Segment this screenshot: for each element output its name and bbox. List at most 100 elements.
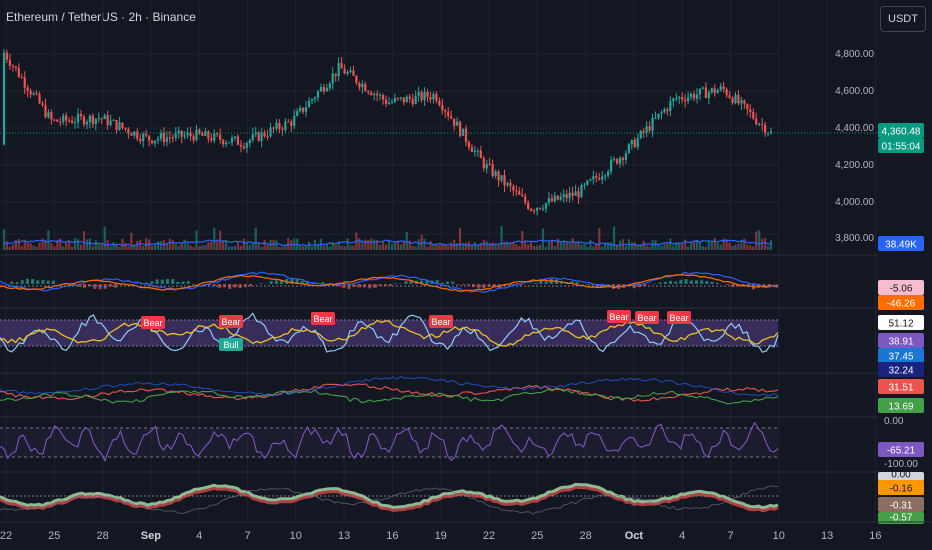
candle: [438, 97, 441, 107]
macd-histogram-bar: [508, 284, 512, 286]
volume-bar: [278, 246, 281, 250]
volume-bar: [607, 242, 610, 250]
candle: [764, 121, 767, 137]
candle-body: [544, 203, 548, 209]
candle-body: [242, 146, 245, 149]
candle-body: [488, 163, 491, 165]
candle-body: [681, 97, 684, 100]
macd-histogram-bar: [165, 279, 169, 284]
candle-body: [20, 76, 23, 78]
candle-body: [737, 95, 740, 104]
candle-body: [186, 132, 189, 136]
candle: [494, 169, 497, 179]
macd-histogram-bar: [643, 284, 647, 287]
candle-body: [340, 63, 343, 69]
candle: [740, 97, 743, 110]
candle: [589, 178, 592, 182]
candle-body: [559, 196, 562, 200]
volume-bar: [541, 228, 545, 250]
current-price-tag: 4,360.48: [878, 123, 924, 138]
volume-bar: [500, 226, 503, 250]
candle: [610, 156, 613, 175]
volume-bar: [79, 244, 83, 250]
volume-bar: [574, 242, 577, 250]
currency-selector-button[interactable]: USDT: [880, 6, 926, 32]
candle-body: [355, 75, 358, 83]
value-tag-box: [878, 280, 924, 295]
candle-body: [639, 130, 642, 139]
candle-body: [100, 118, 103, 120]
candle: [604, 174, 607, 181]
volume-bar: [438, 244, 441, 250]
volume-bar: [156, 241, 160, 250]
candle: [142, 131, 145, 148]
candle-body: [562, 194, 565, 197]
volume-bar: [192, 246, 195, 250]
candle-body: [251, 134, 254, 141]
candle: [630, 139, 633, 150]
candle: [100, 117, 103, 125]
macd-histogram-bar: [586, 284, 590, 285]
macd-histogram-bar: [451, 281, 455, 284]
volume-bar: [636, 244, 639, 250]
candle: [675, 92, 678, 102]
candle: [390, 98, 394, 105]
macd-histogram-bar: [482, 284, 486, 289]
volume-bar: [325, 243, 328, 250]
macd-histogram-bar: [534, 283, 538, 284]
volume-bar: [239, 245, 243, 250]
bear-signal-label: Bear: [429, 315, 453, 328]
candle: [752, 108, 755, 120]
candle: [47, 108, 50, 119]
candle-body: [370, 92, 373, 96]
candle: [352, 65, 355, 76]
williams-r-line: [0, 421, 779, 463]
volume-bar: [476, 245, 479, 250]
volume-bar: [456, 243, 459, 250]
candle-body: [325, 87, 328, 92]
candle: [165, 131, 168, 147]
value-tag-box: [878, 497, 924, 512]
candle: [722, 81, 725, 93]
volume-bar: [420, 234, 423, 250]
volume-bar: [207, 242, 210, 250]
volume-bar: [444, 244, 447, 250]
candle: [38, 91, 41, 105]
candle-body: [180, 130, 183, 137]
macd-histogram-bar: [191, 284, 195, 285]
candle: [245, 141, 248, 153]
candle-body: [636, 138, 639, 148]
candle: [293, 109, 296, 129]
candle-body: [62, 115, 65, 122]
candle-body: [76, 114, 80, 123]
volume-bar: [432, 244, 435, 250]
candle: [319, 83, 322, 92]
candle: [322, 83, 325, 95]
candle: [444, 108, 447, 119]
candle-body: [115, 119, 118, 130]
candle: [420, 90, 423, 103]
candle-body: [399, 97, 402, 99]
candle-body: [8, 59, 12, 66]
candle-body: [171, 137, 174, 139]
volume-bar: [23, 239, 26, 250]
candle: [148, 135, 151, 147]
candle-body: [29, 91, 32, 95]
candle-body: [568, 192, 571, 199]
candle: [207, 130, 210, 143]
candle: [150, 139, 154, 145]
volume-bar: [65, 242, 68, 250]
volume-bar: [379, 244, 382, 250]
candle: [453, 118, 456, 131]
volume-bar: [642, 241, 645, 250]
macd-histogram-bar: [373, 284, 377, 288]
volume-bar: [260, 246, 263, 250]
candle-body: [272, 127, 275, 129]
bear-signal-label: Bear: [607, 310, 631, 323]
volume-bar: [376, 239, 379, 250]
candle-body: [604, 175, 607, 177]
candle-body: [373, 93, 376, 96]
volume-bar: [127, 246, 130, 250]
williams-value-tag: -65.21: [878, 442, 924, 457]
